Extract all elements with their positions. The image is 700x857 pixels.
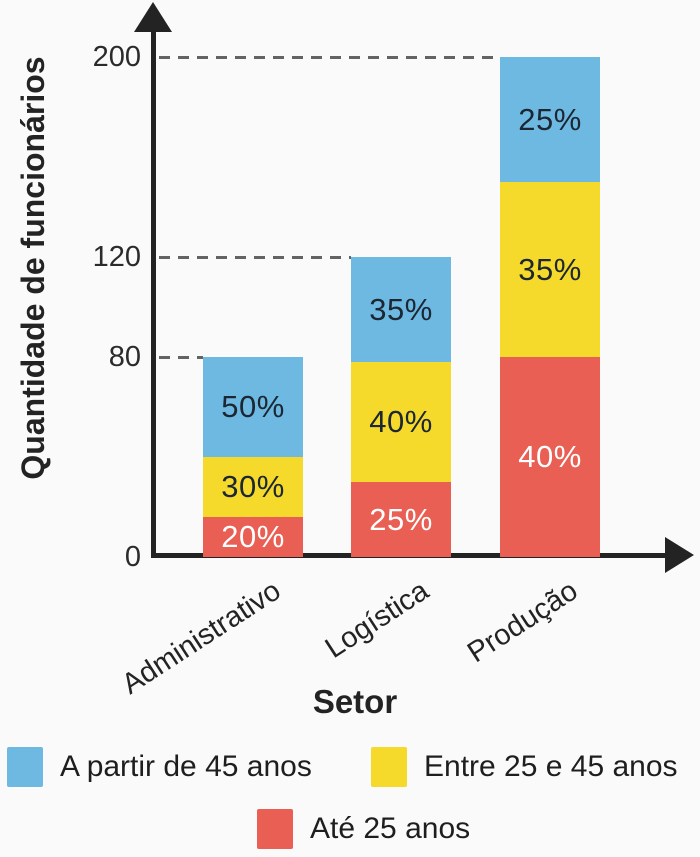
y-axis-arrow-icon xyxy=(134,2,172,32)
bar-segment: 25% xyxy=(351,482,451,557)
bar-segment: 50% xyxy=(203,357,303,457)
y-tick-label-80: 80 xyxy=(108,341,141,373)
segment-percent-label: 35% xyxy=(369,291,433,327)
legend-swatch-red xyxy=(257,809,293,849)
bar-segment: 40% xyxy=(351,362,451,482)
y-axis-line xyxy=(151,26,156,558)
gridline-120 xyxy=(159,255,351,259)
bar-segment: 30% xyxy=(203,457,303,517)
legend-item-entre-25-e-45-anos: Entre 25 e 45 anos xyxy=(371,747,678,787)
segment-percent-label: 30% xyxy=(221,469,285,504)
legend-label: Até 25 anos xyxy=(310,812,471,845)
segment-percent-label: 25% xyxy=(518,101,582,137)
y-tick-label-0: 0 xyxy=(124,541,141,573)
x-category-label: Produção xyxy=(461,574,584,670)
bar-segment: 40% xyxy=(500,357,600,557)
legend-swatch-yellow xyxy=(371,747,407,787)
x-category-label: Administrativo xyxy=(116,574,287,701)
bar-segment: 20% xyxy=(203,517,303,557)
legend-label: A partir de 45 anos xyxy=(60,750,312,783)
legend-swatch-blue xyxy=(7,747,43,787)
gridline-80 xyxy=(159,355,203,359)
y-tick-label-120: 120 xyxy=(92,241,141,273)
x-category-label: Logística xyxy=(319,574,435,665)
segment-percent-label: 50% xyxy=(221,389,285,424)
legend-item-ate-25-anos: Até 25 anos xyxy=(257,809,470,849)
legend-item-a-partir-de-45-anos: A partir de 45 anos xyxy=(7,747,312,787)
bar-segment: 25% xyxy=(500,57,600,182)
segment-percent-label: 35% xyxy=(518,251,582,287)
x-axis-arrow-icon xyxy=(665,537,694,573)
x-axis-title: Setor xyxy=(312,683,398,720)
segment-percent-label: 40% xyxy=(518,439,582,474)
y-tick-label-200: 200 xyxy=(92,41,141,73)
segment-percent-label: 40% xyxy=(369,404,433,439)
segment-percent-label: 20% xyxy=(221,519,285,554)
gridline-200 xyxy=(159,55,500,59)
bar-segment: 35% xyxy=(351,257,451,362)
bar-segment: 35% xyxy=(500,182,600,357)
segment-percent-label: 25% xyxy=(369,501,433,537)
legend-label: Entre 25 e 45 anos xyxy=(424,750,678,783)
